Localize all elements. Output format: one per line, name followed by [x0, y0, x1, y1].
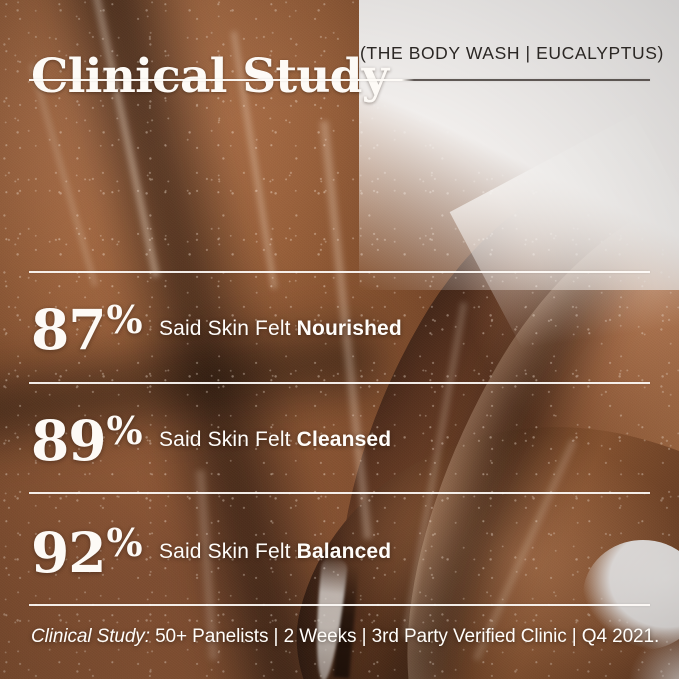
stat-number: 89	[31, 407, 107, 473]
stat-row-cleansed: 89 % Said Skin Felt Cleansed	[31, 405, 648, 475]
stat-label-emphasis: Nourished	[296, 317, 402, 340]
percent-sign: %	[106, 296, 143, 342]
stat-label-balanced: Said Skin Felt Balanced	[159, 540, 391, 564]
footnote: Clinical Study: 50+ Panelists | 2 Weeks …	[31, 626, 659, 648]
stat-label-prefix: Said Skin Felt	[159, 540, 297, 563]
stat-value-balanced: 92 %	[31, 519, 159, 585]
footnote-emphasis: Clinical Study:	[31, 626, 150, 647]
stat-label-nourished: Said Skin Felt Nourished	[159, 317, 402, 341]
percent-sign: %	[106, 519, 143, 565]
footnote-detail: 50+ Panelists | 2 Weeks | 3rd Party Veri…	[149, 626, 660, 647]
backdrop-corner-bottom-right	[627, 627, 679, 679]
page-title: Clinical Study	[31, 49, 389, 105]
stat-number: 92	[31, 519, 107, 585]
divider-above-stat-2	[29, 382, 650, 384]
product-subtitle: (THE BODY WASH | EUCALYPTUS)	[360, 43, 664, 63]
stat-value-cleansed: 89 %	[31, 407, 159, 473]
divider-under-title	[29, 79, 650, 81]
stat-row-nourished: 87 % Said Skin Felt Nourished	[31, 294, 648, 364]
stat-label-emphasis: Cleansed	[296, 428, 392, 451]
stat-label-cleansed: Said Skin Felt Cleansed	[159, 428, 391, 452]
percent-sign: %	[106, 407, 143, 453]
divider-above-stat-3	[29, 492, 650, 494]
stat-value-nourished: 87 %	[31, 296, 159, 362]
stat-number: 87	[31, 296, 107, 362]
stat-row-balanced: 92 % Said Skin Felt Balanced	[31, 517, 648, 587]
stat-label-emphasis: Balanced	[296, 540, 392, 563]
stat-label-prefix: Said Skin Felt	[159, 317, 297, 340]
divider-above-stat-1	[29, 271, 650, 273]
stat-label-prefix: Said Skin Felt	[159, 428, 297, 451]
divider-above-footnote	[29, 604, 650, 606]
